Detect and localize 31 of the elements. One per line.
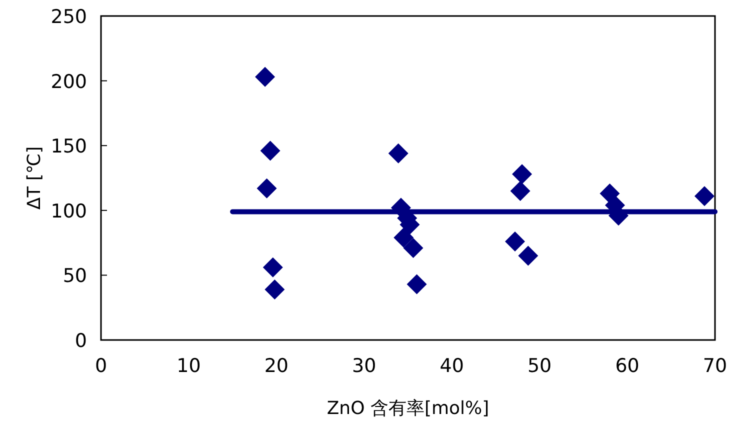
point	[255, 66, 276, 87]
point	[394, 228, 414, 248]
x-tick-label: 20	[264, 355, 289, 377]
point	[264, 279, 285, 300]
x-tick-label: 50	[527, 355, 552, 377]
y-tick-label: 100	[50, 200, 87, 222]
point	[505, 232, 526, 252]
y-tick-label: 50	[62, 265, 87, 288]
point	[406, 274, 427, 294]
point	[256, 178, 277, 198]
point	[388, 143, 408, 164]
y-tick-label: 250	[50, 6, 87, 28]
y-tick-label: 200	[50, 70, 87, 93]
x-tick-label: 40	[440, 355, 464, 377]
point	[518, 246, 538, 266]
y-tick-label: 150	[50, 136, 87, 158]
x-axis-title: ZnO 含有率[mol%]	[326, 398, 490, 419]
x-tick-label: 10	[176, 355, 201, 377]
y-axis-title: ΔT [℃]	[24, 146, 45, 210]
point	[512, 164, 532, 184]
point	[510, 180, 530, 201]
x-tick-label: 60	[615, 355, 640, 377]
point	[600, 184, 620, 204]
point	[262, 257, 283, 278]
point	[260, 140, 280, 161]
x-tick-label: 30	[352, 355, 376, 377]
y-tick-label: 0	[74, 330, 87, 352]
x-tick-label: 0	[94, 355, 108, 377]
point	[403, 238, 424, 258]
x-tick-label: 70	[702, 355, 728, 377]
point	[694, 186, 714, 206]
